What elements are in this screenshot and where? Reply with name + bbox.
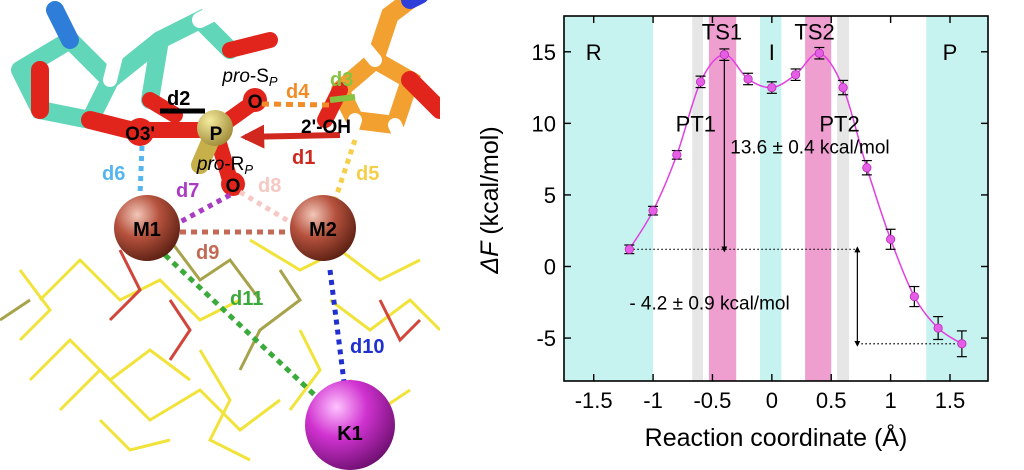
o3-label: O3' — [125, 124, 155, 145]
band-pink-4 — [805, 16, 832, 381]
d1-line — [240, 124, 341, 149]
d6-label: d6 — [102, 163, 125, 185]
data-point-8 — [814, 48, 824, 58]
x-tick-label: 0 — [766, 388, 778, 413]
data-point-1 — [648, 206, 658, 216]
data-point-2 — [672, 150, 682, 160]
y-tick-label: 15 — [532, 40, 556, 65]
sugar-left — [0, 0, 278, 158]
band-cyan-3 — [759, 16, 782, 381]
d4-label: d4 — [286, 81, 310, 103]
region-label-pt1: PT1 — [676, 111, 716, 136]
x-axis-ticks: -1.5 -1 -0.5 0 0.5 1 1.5 — [575, 16, 966, 413]
annotation-0: 13.6 ± 0.4 kcal/mol — [730, 137, 889, 158]
data-point-0 — [624, 244, 634, 254]
region-label-ts1: TS1 — [702, 20, 742, 45]
d11-label: d11 — [230, 288, 263, 310]
y-tick-label: 5 — [544, 183, 556, 208]
region-label-ts2: TS2 — [794, 20, 834, 45]
x-tick-label: -1 — [643, 388, 663, 413]
y-tick-label: -5 — [536, 326, 556, 351]
x-tick-label: -0.5 — [693, 388, 731, 413]
region-bands — [564, 16, 988, 381]
x-tick-label: -1.5 — [575, 388, 613, 413]
y-tick-label: 10 — [532, 111, 556, 136]
data-point-7 — [790, 70, 801, 80]
free-energy-chart: R TS1 I TS2 P PT1 PT2 13.6 ± 0.4 kcal/mol - 4.2… — [476, 15, 989, 452]
k1-label: K1 — [337, 423, 363, 445]
data-point-6 — [767, 82, 777, 93]
k1-ion — [305, 380, 395, 470]
d3-line — [329, 94, 356, 103]
oh-label: 2'-OH — [301, 117, 351, 138]
d8-label: d8 — [258, 175, 281, 197]
d5-label: d5 — [356, 163, 379, 185]
data-point-5 — [743, 74, 753, 84]
x-axis-label: Reaction coordinate (Å) — [645, 422, 908, 452]
sugar-right — [317, 0, 440, 167]
pro-rp-label: pro-RP — [196, 154, 254, 177]
phosphate-group — [126, 88, 267, 196]
m1-ion — [114, 195, 180, 261]
d10-line — [327, 269, 348, 391]
data-point-12 — [909, 291, 919, 302]
band-cyan-0 — [564, 16, 654, 381]
region-label-i: I — [769, 40, 775, 65]
structure-panel: M1 M2 K1 P O3' 2'-OH O O pro-SP pro-RP d… — [0, 0, 440, 470]
x-tick-label: 1 — [884, 388, 896, 413]
region-label-r: R — [586, 40, 602, 65]
m2-label: M2 — [309, 219, 337, 241]
region-label-pt2: PT2 — [819, 111, 859, 136]
reference-lines — [629, 51, 962, 347]
p-label: P — [210, 124, 223, 145]
d4-line — [261, 101, 331, 108]
m2-ion — [290, 195, 356, 261]
y-axis-ticks: -5 0 5 10 15 — [532, 40, 988, 351]
data-point-13 — [933, 323, 943, 333]
band-gray-5 — [837, 16, 850, 381]
data-point-10 — [862, 163, 872, 173]
d1-label: d1 — [292, 147, 315, 169]
o-top-label: O — [248, 92, 263, 113]
pro-sp-label: pro-SP — [221, 66, 277, 89]
d7-label: d7 — [176, 180, 199, 202]
d9-label: d9 — [196, 242, 219, 264]
y-tick-label: 0 — [544, 254, 556, 279]
data-point-9 — [838, 82, 848, 93]
data-point-4 — [719, 50, 729, 60]
band-cyan-6 — [926, 16, 988, 381]
d6-line — [137, 145, 145, 196]
plot-frame — [563, 15, 989, 382]
data-points — [624, 48, 967, 349]
annotations: 13.6 ± 0.4 kcal/mol - 4.2 ± 0.9 kcal/mol — [629, 137, 889, 314]
distance-lines — [137, 94, 358, 402]
band-gray-1 — [692, 16, 703, 381]
y-axis-label: ΔF (kcal/mol) — [476, 126, 504, 274]
d3-label: d3 — [330, 69, 353, 91]
x-tick-label: 0.5 — [816, 388, 847, 413]
data-point-14 — [957, 339, 967, 349]
m1-label: M1 — [133, 219, 161, 241]
data-point-11 — [886, 234, 896, 244]
annotation-1: - 4.2 ± 0.9 kcal/mol — [629, 293, 789, 314]
region-label-p: P — [943, 40, 958, 65]
d10-label: d10 — [350, 336, 384, 358]
x-tick-label: 1.5 — [935, 388, 966, 413]
data-point-3 — [695, 77, 706, 87]
region-labels: R TS1 I TS2 P PT1 PT2 — [586, 20, 958, 137]
o-bottom-label: O — [226, 176, 241, 197]
band-pink-2 — [708, 16, 737, 381]
d5-line — [327, 139, 358, 216]
d11-line — [163, 253, 322, 402]
d2-label: d2 — [167, 88, 190, 110]
